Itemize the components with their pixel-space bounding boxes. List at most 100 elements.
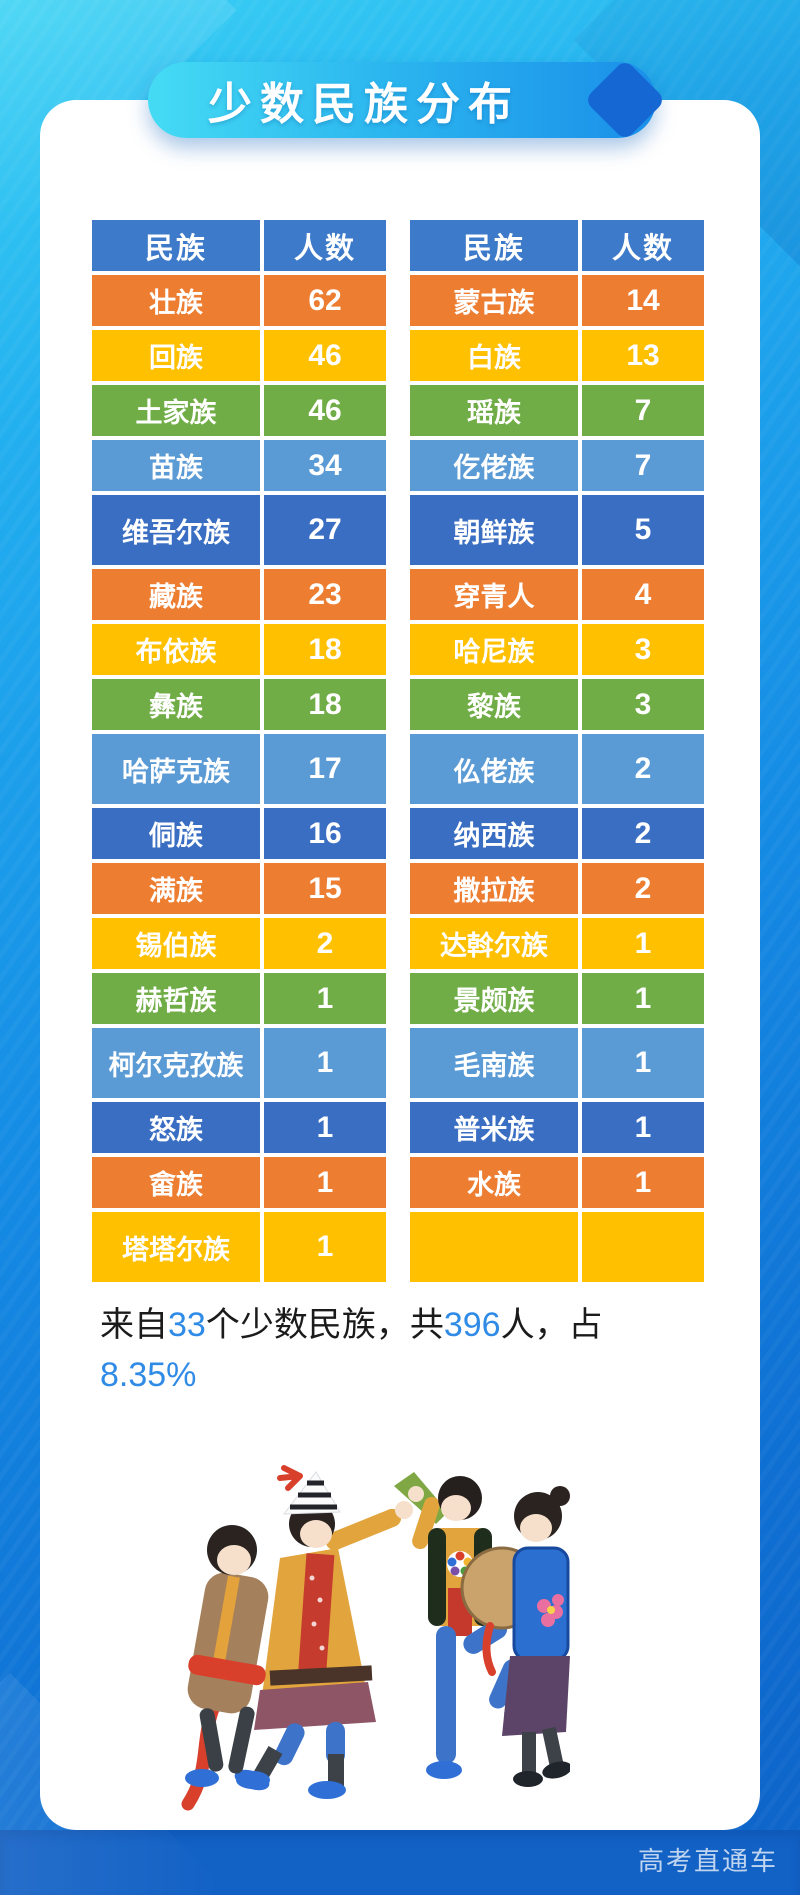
count-cell: 46 xyxy=(264,330,386,381)
table-row: 白族 13 xyxy=(410,330,704,381)
ethnicity-cell: 塔塔尔族 xyxy=(92,1212,260,1282)
ethnicity-cell: 赫哲族 xyxy=(92,973,260,1024)
count-cell: 2 xyxy=(582,734,704,804)
count-cell: 16 xyxy=(264,808,386,859)
ethnicity-cell: 景颇族 xyxy=(410,973,578,1024)
dancer-striped-hat-icon xyxy=(234,1465,413,1799)
ethnicity-cell: 蒙古族 xyxy=(410,275,578,326)
ethnicity-cell: 毛南族 xyxy=(410,1028,578,1098)
count-cell: 3 xyxy=(582,679,704,730)
count-cell: 1 xyxy=(264,1102,386,1153)
count-cell: 1 xyxy=(264,1157,386,1208)
count-cell: 2 xyxy=(264,918,386,969)
header-count: 人数 xyxy=(264,220,386,271)
table-row: 赫哲族 1 xyxy=(92,973,386,1024)
table-row: 藏族 23 xyxy=(92,569,386,620)
table-row: 达斡尔族 1 xyxy=(410,918,704,969)
ethnicity-cell: 哈尼族 xyxy=(410,624,578,675)
bottom-band xyxy=(0,1830,800,1895)
table-row: 普米族 1 xyxy=(410,1102,704,1153)
count-cell: 15 xyxy=(264,863,386,914)
summary-segment: 个少数民族，共 xyxy=(205,1306,444,1344)
count-cell: 5 xyxy=(582,495,704,565)
ethnicity-cell: 土家族 xyxy=(92,385,260,436)
ethnicity-cell: 达斡尔族 xyxy=(410,918,578,969)
table-row: 塔塔尔族 1 xyxy=(92,1212,386,1282)
ethnicity-cell: 朝鲜族 xyxy=(410,495,578,565)
count-cell: 7 xyxy=(582,440,704,491)
count-cell: 1 xyxy=(582,973,704,1024)
ethnicity-cell: 畲族 xyxy=(92,1157,260,1208)
count-cell: 18 xyxy=(264,679,386,730)
title-banner: 少数民族分布 xyxy=(148,58,667,142)
page-title: 少数民族分布 xyxy=(208,80,520,129)
summary-segment: 人，占 xyxy=(500,1306,603,1344)
table-row: 纳西族 2 xyxy=(410,808,704,859)
header-ethnicity: 民族 xyxy=(92,220,260,271)
summary-segment: 396 xyxy=(443,1306,501,1344)
ethnicity-cell: 侗族 xyxy=(92,808,260,859)
table-row: 回族 46 xyxy=(92,330,386,381)
ethnicity-cell: 撒拉族 xyxy=(410,863,578,914)
count-cell: 46 xyxy=(264,385,386,436)
ethnic-dancers-illustration xyxy=(181,1465,570,1811)
ethnicity-cell: 瑶族 xyxy=(410,385,578,436)
ethnicity-cell: 水族 xyxy=(410,1157,578,1208)
count-cell: 62 xyxy=(264,275,386,326)
count-cell: 1 xyxy=(582,1157,704,1208)
table-row: 侗族 16 xyxy=(92,808,386,859)
left-table: 民族 人数 壮族 62 回族 46 土家族 46 苗族 34 维吾尔族 27 藏族 23 布依族 18 彝族… xyxy=(88,216,390,1286)
right-table: 民族 人数 蒙古族 14 白族 13 瑶族 7 仡佬族 7 朝鲜族 5 穿青人 4 哈尼族 3 黎族 3 仫佬族… xyxy=(406,216,708,1286)
count-cell: 23 xyxy=(264,569,386,620)
table-row: 毛南族 1 xyxy=(410,1028,704,1098)
table-row: 仡佬族 7 xyxy=(410,440,704,491)
ethnicity-cell: 黎族 xyxy=(410,679,578,730)
table-row: 蒙古族 14 xyxy=(410,275,704,326)
ethnicity-cell: 壮族 xyxy=(92,275,260,326)
table-row: 穿青人 4 xyxy=(410,569,704,620)
ethnicity-cell: 维吾尔族 xyxy=(92,495,260,565)
ethnicity-cell: 回族 xyxy=(92,330,260,381)
dancer-brown-robe-icon xyxy=(181,1525,270,1811)
count-cell: 17 xyxy=(264,734,386,804)
ethnicity-cell: 锡伯族 xyxy=(92,918,260,969)
ethnicity-cell: 普米族 xyxy=(410,1102,578,1153)
ethnicity-cell: 纳西族 xyxy=(410,808,578,859)
count-cell: 13 xyxy=(582,330,704,381)
ethnicity-cell: 哈萨克族 xyxy=(92,734,260,804)
count-cell: 2 xyxy=(582,863,704,914)
table-row: 景颇族 1 xyxy=(410,973,704,1024)
table-row xyxy=(410,1212,704,1282)
count-cell xyxy=(582,1212,704,1282)
ethnicity-cell xyxy=(410,1212,578,1282)
count-cell: 1 xyxy=(264,1212,386,1282)
table-row: 壮族 62 xyxy=(92,275,386,326)
count-cell: 18 xyxy=(264,624,386,675)
watermark: 高考直通车 xyxy=(637,1846,778,1876)
table-row: 黎族 3 xyxy=(410,679,704,730)
table-row: 满族 15 xyxy=(92,863,386,914)
summary-text: 来自33个少数民族，共396人，占 8.35% xyxy=(100,1300,720,1400)
table-row: 瑶族 7 xyxy=(410,385,704,436)
count-cell: 1 xyxy=(264,1028,386,1098)
ethnicity-cell: 藏族 xyxy=(92,569,260,620)
table-row: 怒族 1 xyxy=(92,1102,386,1153)
header-ethnicity: 民族 xyxy=(410,220,578,271)
ethnicity-cell: 苗族 xyxy=(92,440,260,491)
ethnicity-cell: 柯尔克孜族 xyxy=(92,1028,260,1098)
table-row: 苗族 34 xyxy=(92,440,386,491)
summary-segment: 33 xyxy=(168,1306,206,1344)
table-header-row: 民族 人数 xyxy=(92,220,386,271)
table-row: 哈萨克族 17 xyxy=(92,734,386,804)
ethnicity-cell: 布依族 xyxy=(92,624,260,675)
count-cell: 27 xyxy=(264,495,386,565)
count-cell: 3 xyxy=(582,624,704,675)
count-cell: 1 xyxy=(582,1028,704,1098)
count-cell: 4 xyxy=(582,569,704,620)
count-cell: 1 xyxy=(264,973,386,1024)
summary-segment: 8.35% xyxy=(100,1356,197,1394)
ethnicity-cell: 仡佬族 xyxy=(410,440,578,491)
table-row: 仫佬族 2 xyxy=(410,734,704,804)
count-cell: 14 xyxy=(582,275,704,326)
